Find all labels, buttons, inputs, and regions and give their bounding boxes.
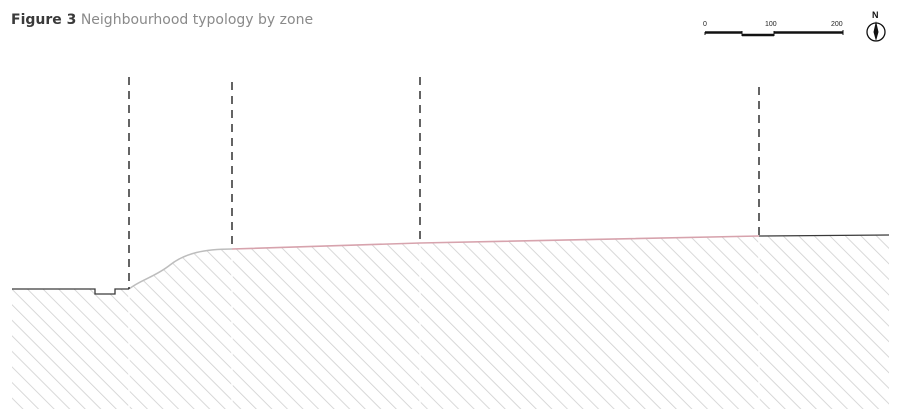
ground-line-slope [128, 248, 233, 290]
ground-line-right [758, 234, 890, 237]
scale-bar: 0 100 200 N [703, 10, 886, 42]
north-arrow-icon: N [866, 10, 886, 42]
ground-line-highlight [231, 235, 760, 250]
scale-bar-segments [704, 30, 844, 37]
zone-boundaries-below-ground [128, 236, 760, 409]
scale-tick-100: 100 [765, 21, 777, 28]
scale-tick-200: 200 [831, 21, 843, 28]
section-diagram [12, 77, 890, 409]
ground-line-left [12, 288, 129, 295]
figure-caption: Figure 3 Neighbourhood typology by zone [11, 12, 313, 28]
figure-title: Neighbourhood typology by zone [80, 12, 314, 28]
ground-hatch [12, 235, 889, 409]
north-label: N [872, 10, 879, 20]
zone-dividers [128, 77, 760, 289]
scale-tick-0: 0 [703, 21, 707, 28]
figure-number: Figure 3 [11, 12, 77, 28]
